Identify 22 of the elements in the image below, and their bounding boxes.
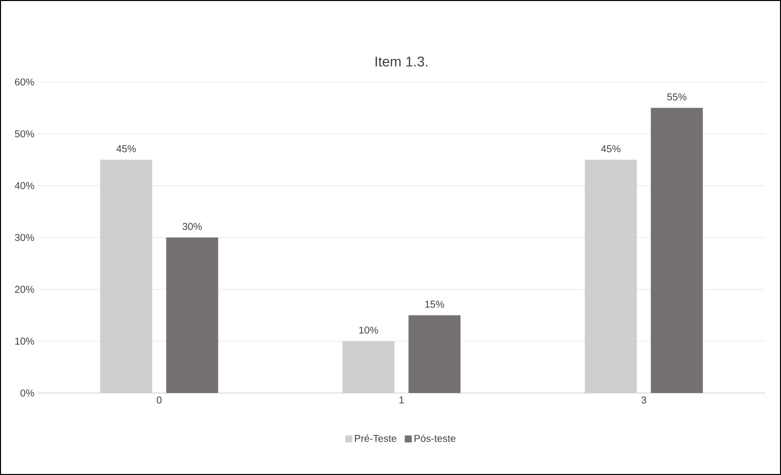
y-tick-label: 40% <box>14 182 34 190</box>
y-tick-label: 0% <box>20 389 34 397</box>
x-tick-label: 3 <box>641 396 646 404</box>
data-label: 15% <box>425 300 444 308</box>
data-label: 45% <box>601 145 620 152</box>
x-tick-label: 1 <box>400 396 404 404</box>
legend-label: Pós-teste <box>414 434 456 442</box>
data-label: 55% <box>667 93 686 100</box>
chart-title: Item 1.3. <box>376 56 428 67</box>
bar <box>166 238 218 393</box>
y-tick-label: 10% <box>15 338 34 345</box>
data-label: 10% <box>359 326 378 334</box>
y-tick-label: 20% <box>15 286 34 293</box>
y-tick-label: 30% <box>14 234 34 242</box>
legend-label: Pré-Teste <box>354 434 396 442</box>
bar <box>650 108 703 393</box>
x-tick-label: 0 <box>156 396 162 404</box>
bar <box>408 315 461 393</box>
data-label: 30% <box>182 222 202 230</box>
y-tick-label: 60% <box>15 78 34 86</box>
y-tick-label: 50% <box>14 130 34 138</box>
data-label: 45% <box>116 145 136 152</box>
